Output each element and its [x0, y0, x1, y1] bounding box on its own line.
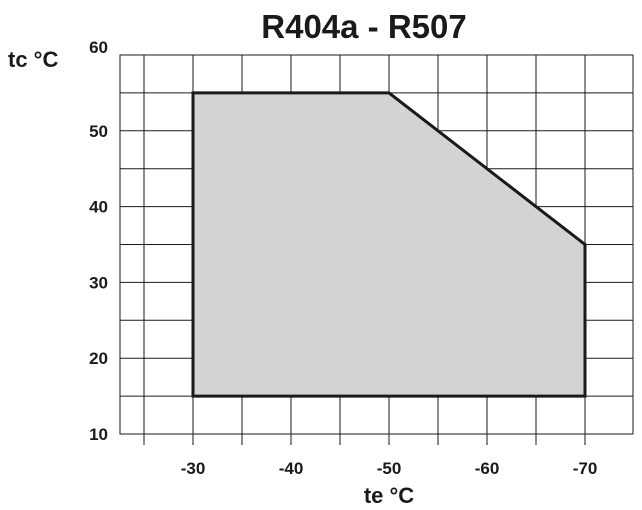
y-tick-labels: 10 20 30 40 50 60	[89, 38, 108, 444]
x-tick-label: -30	[181, 459, 206, 478]
x-tick-label: -40	[279, 459, 304, 478]
x-tick-labels: -30 -40 -50 -60 -70	[181, 459, 598, 478]
x-tick-label: -50	[377, 459, 402, 478]
y-tick-label: 60	[89, 38, 108, 57]
chart-title: R404a - R507	[261, 8, 466, 45]
x-tick-label: -70	[573, 459, 598, 478]
y-tick-label: 40	[89, 198, 108, 217]
y-tick-label: 10	[89, 425, 108, 444]
envelope-area	[191, 91, 587, 398]
y-tick-label: 30	[89, 273, 108, 292]
y-axis-label: tc °C	[8, 47, 58, 72]
y-tick-label: 50	[89, 122, 108, 141]
plot-frame	[119, 54, 634, 435]
x-tick-label: -60	[475, 459, 500, 478]
y-tick-label: 20	[89, 349, 108, 368]
x-axis-label: te °C	[364, 483, 414, 508]
